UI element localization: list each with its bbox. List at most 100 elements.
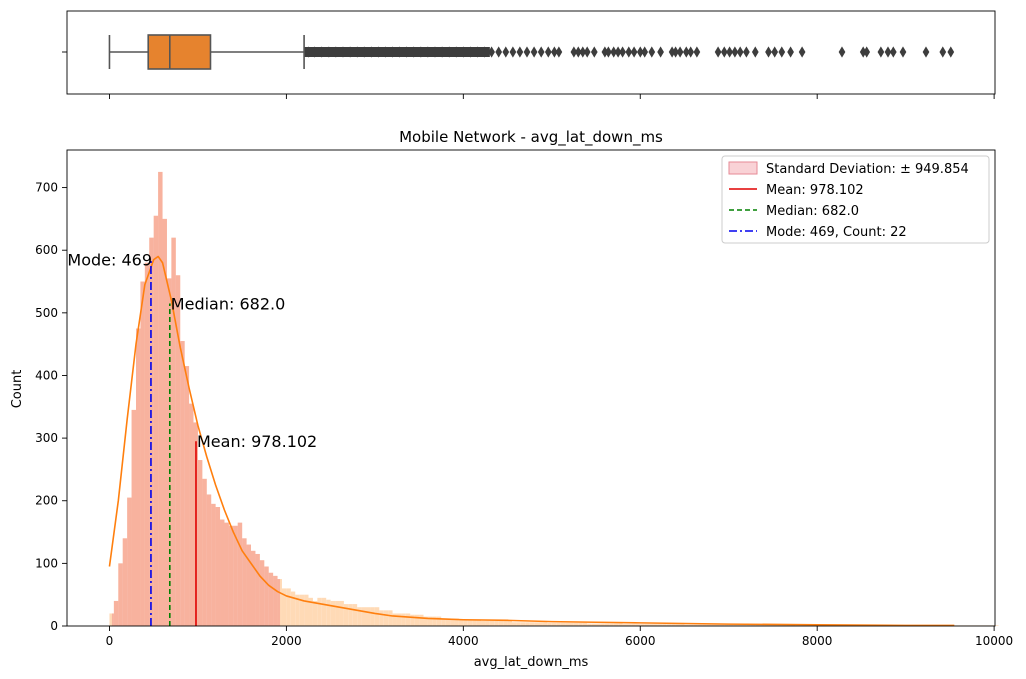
y-tick-label: 0 [50,619,58,633]
boxplot-outlier [610,46,618,58]
histogram-bar [162,218,167,626]
boxplot-outlier [787,46,794,58]
boxplot-outlier-band [304,47,490,57]
y-axis-ticks: 0 100 200 300 400 500 600 700 [35,181,67,633]
histogram-bar [715,624,720,626]
histogram-bar [286,588,291,626]
boxplot-outlier [570,46,578,58]
mean-annotation: Mean: 978.102 [197,432,317,451]
std-band-segment [224,522,229,626]
boxplot-outlier [648,46,656,58]
std-band-segment [189,403,194,626]
histogram-bar [609,623,614,626]
boxplot-outlier [583,46,591,58]
std-band-segment [118,563,123,626]
histogram-bar [396,613,402,626]
histogram-bar [604,623,610,626]
boxplot-outlier [720,46,728,58]
histogram-bar [626,624,632,626]
boxplot-outlier [574,46,582,58]
legend-label-mode: Mode: 469, Count: 22 [766,225,907,240]
histogram-bar [136,328,141,626]
histogram-bar [768,624,773,626]
histogram-bar [688,624,694,626]
histogram-bar [357,607,362,626]
kde-curve [108,255,955,627]
histogram-bar [158,171,163,627]
histogram-bar [764,624,769,626]
boxplot-outlier [771,46,779,58]
x-tick-label: 10000 [975,634,1013,648]
histogram-bar [118,563,123,626]
boxplot-outlier [889,46,897,58]
histogram-bar [649,624,654,626]
histogram-bar [273,575,278,626]
histogram-bar [733,624,738,626]
histogram-bar [401,613,406,626]
x-axis-label: avg_lat_down_ms [474,655,589,670]
histogram-bar [450,618,455,626]
histogram-bar [264,566,269,626]
boxplot-outlier [743,46,750,58]
histogram-bar [153,215,159,626]
histogram-bar [622,624,627,626]
std-band-segment [162,218,167,626]
histogram-bar [189,403,194,626]
boxplot-outlier [544,46,552,58]
histogram-bar [507,620,512,626]
histogram-bar [352,604,358,626]
boxplot-frame [66,10,996,95]
histogram-bar [202,478,207,626]
histogram-bar [211,503,216,626]
histogram-bar [613,623,619,626]
histogram-bar [405,613,411,626]
histogram-bar [737,624,742,626]
legend-box [721,155,990,244]
median-annotation: Median: 682.0 [171,294,285,313]
histogram-bar [547,622,552,626]
boxplot-outlier [625,46,633,58]
boxplot-outlier [838,46,846,58]
chart-title: Mobile Network - avg_lat_down_ms [399,128,663,147]
std-band-segment [233,525,238,626]
histogram-bar [290,591,296,626]
histogram-bar [573,622,579,626]
histogram-bar [370,607,375,626]
histogram-bar [348,604,353,626]
histogram-bar [551,622,557,626]
histogram-bar [702,624,707,626]
histogram-bar [228,525,234,626]
histogram-bar [140,281,145,626]
histogram-bar [383,610,389,626]
x-tick-label: 2000 [271,634,302,648]
boxplot-outlier [765,46,772,58]
histogram-bar [631,624,636,626]
histogram-bar [525,622,530,626]
boxplot-outlier [657,46,664,58]
boxplot-outlier [509,46,517,58]
histogram-bar [366,607,371,626]
boxplot-outlier [579,46,587,58]
histogram-bar [122,538,128,626]
histogram-bar [772,624,778,626]
std-band-segment [158,171,163,627]
boxplot-outlier [614,46,622,58]
histogram-bar [618,623,623,626]
histogram-bar [312,600,318,626]
histogram-bar [671,624,676,626]
y-tick-label: 200 [35,494,58,508]
std-band-segment [131,409,136,626]
histogram-bar [569,622,574,626]
std-band-segment [273,575,278,626]
std-band-segment [184,366,190,626]
histogram-bar [339,600,344,626]
stat-lines [150,259,197,626]
histogram-bar [485,620,490,626]
std-band-segment [197,460,203,626]
histogram-bar [237,522,243,626]
y-tick-label: 100 [35,556,58,570]
boxplot-outlier [714,46,722,58]
std-band-segment [237,522,243,626]
std-band-segment [113,600,119,626]
histogram-bar [719,624,725,626]
